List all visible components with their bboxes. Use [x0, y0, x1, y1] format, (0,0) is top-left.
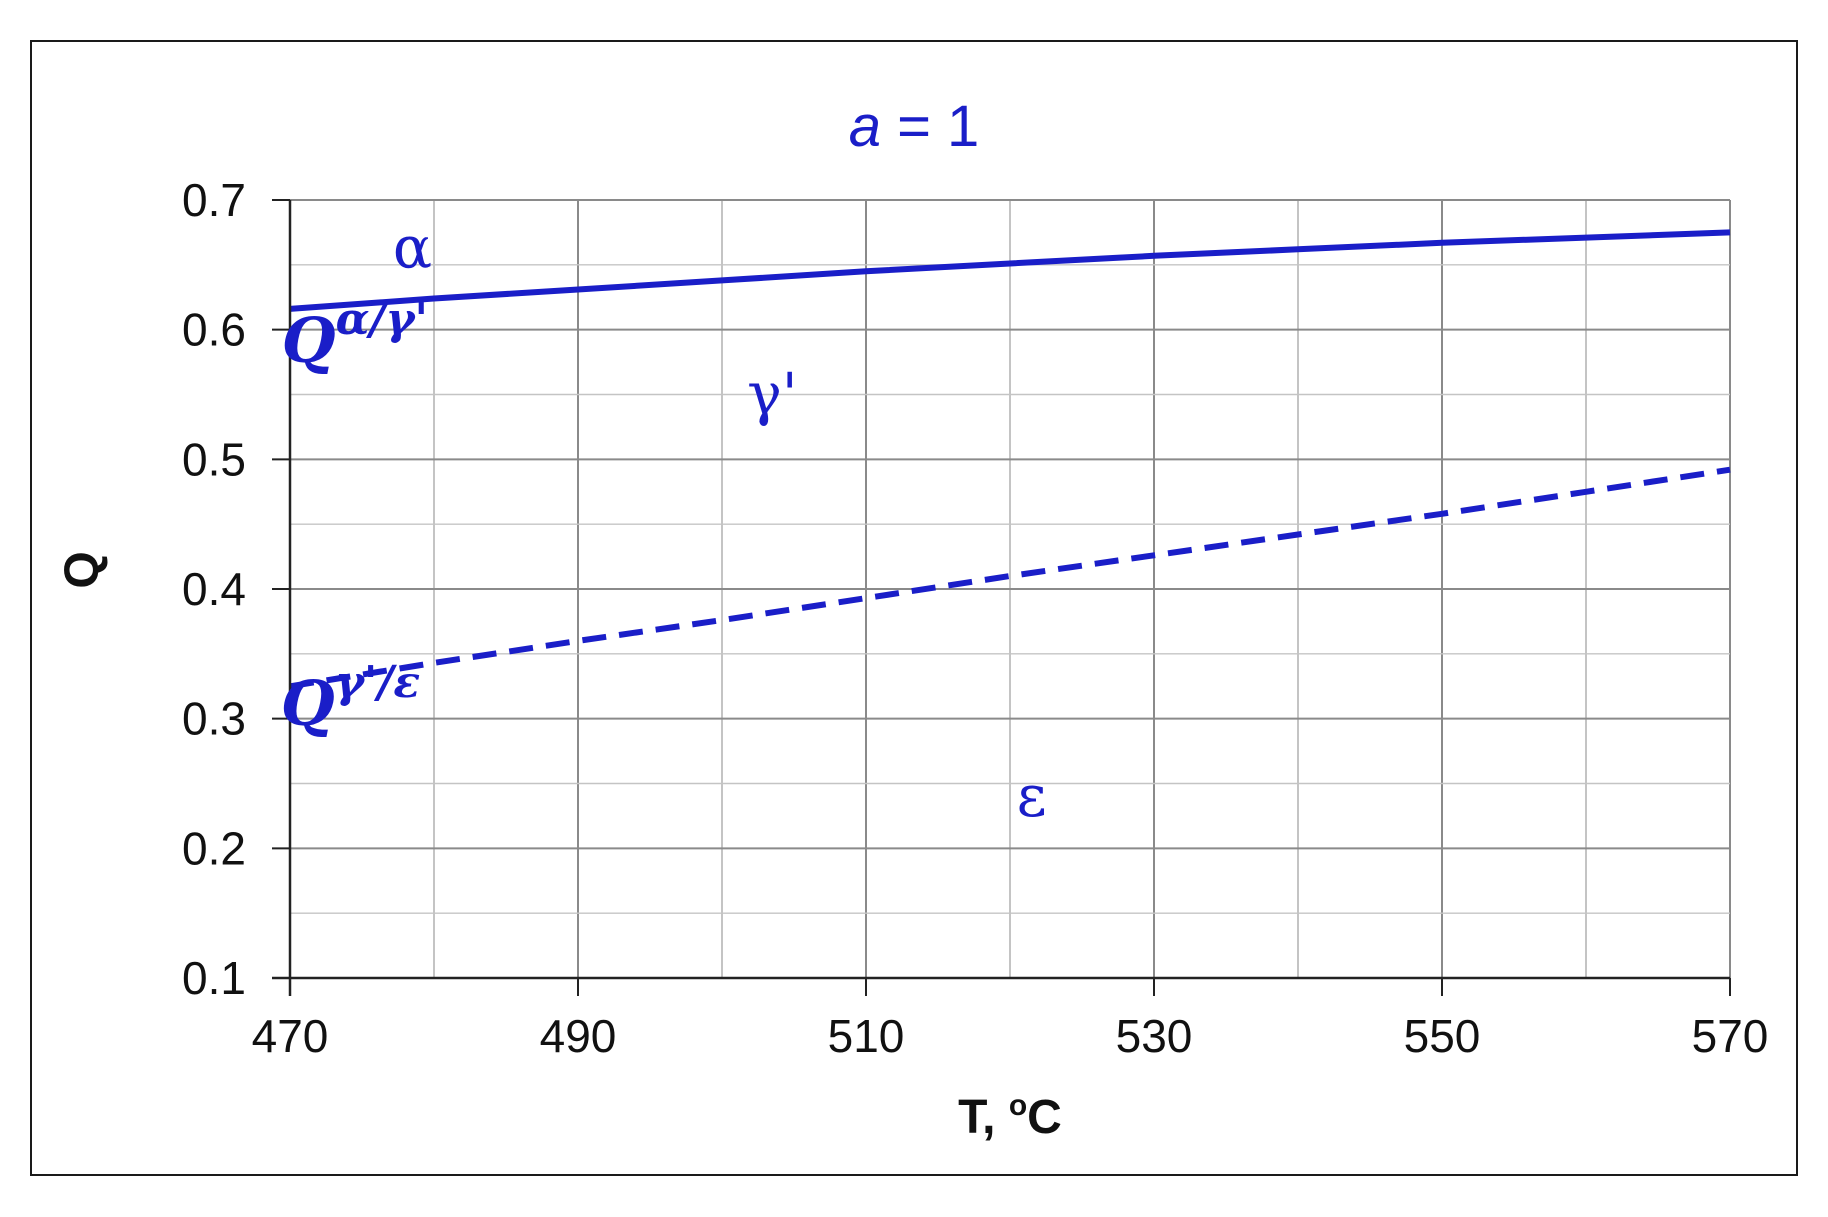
x-tick-label: 570 [1692, 1010, 1769, 1062]
plot-lines [289, 229, 1731, 690]
chart-title-variable: a [849, 94, 881, 159]
x-tick-label: 490 [540, 1010, 617, 1062]
y-tick-label: 0.2 [182, 822, 246, 874]
annotations: αγ'εQα/γ'Qγ'/ε [281, 213, 1047, 829]
series-line-gamma-epsilon-boundary [289, 466, 1731, 690]
boundary-label-base: Q [281, 667, 335, 740]
boundary-label-superscript: γ'/ε [335, 657, 420, 708]
x-axis-title: T, oC [958, 1089, 1062, 1144]
series-line-alpha-gamma-boundary [289, 229, 1731, 312]
x-tick-label: 550 [1404, 1010, 1481, 1062]
chart-title-value: = 1 [881, 94, 979, 159]
boundary-label-gamma-epsilon: Qγ'/ε [281, 657, 420, 740]
y-axis-title: Q [56, 551, 109, 588]
chart-title: a = 1 [849, 94, 980, 159]
y-tick-label: 0.4 [182, 563, 246, 615]
boundary-label-alpha-gamma: Qα/γ' [282, 294, 428, 377]
grid [289, 199, 1731, 979]
y-tick-label: 0.1 [182, 952, 246, 1004]
boundary-label-base: Q [282, 304, 336, 377]
chart-frame [30, 40, 1798, 1176]
boundary-label-superscript: α/γ' [336, 294, 428, 345]
alpha-region-label: α [393, 213, 432, 281]
gamma-prime-region-label: γ' [747, 360, 798, 428]
x-tick-label: 470 [252, 1010, 329, 1062]
y-tick-label: 0.5 [182, 433, 246, 485]
epsilon-region-label: ε [1017, 762, 1047, 830]
x-tick-label: 510 [828, 1010, 905, 1062]
y-tick-label: 0.3 [182, 693, 246, 745]
x-tick-label: 530 [1116, 1010, 1193, 1062]
y-tick-label: 0.6 [182, 304, 246, 356]
axes [272, 200, 1730, 996]
y-tick-label: 0.7 [182, 174, 246, 226]
tick-labels: 470 490 510 530 550 570 0.1 0.2 0.3 0.4 0.5 0.6 0.7 [182, 174, 1768, 1062]
